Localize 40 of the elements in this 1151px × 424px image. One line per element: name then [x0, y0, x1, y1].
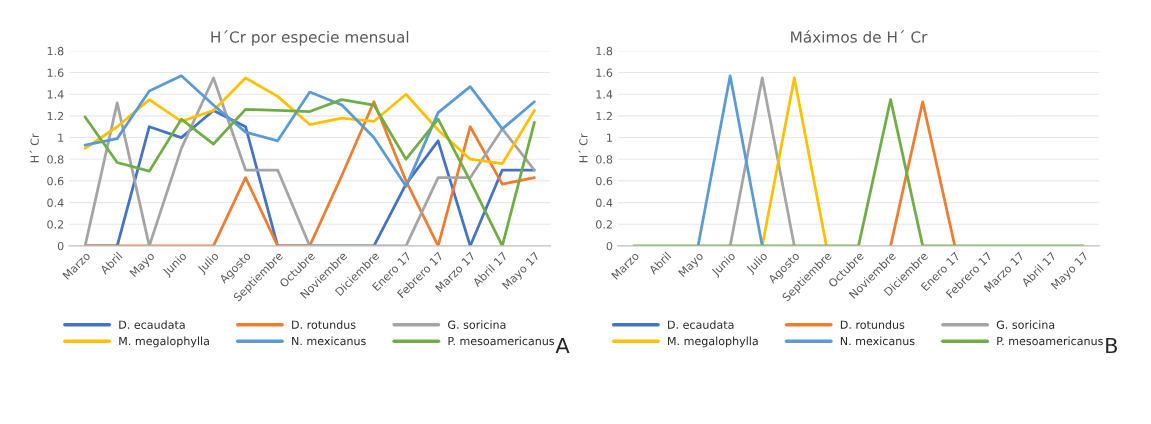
y-tick-label: 0.8: [47, 155, 64, 164]
y-tick-label: 0.4: [596, 198, 613, 207]
y-tick-label: 1.6: [47, 68, 64, 77]
legend-label: P. mesoamericanus: [997, 336, 1103, 346]
y-tick-label: 0.2: [47, 220, 64, 229]
y-axis-title: H´ Cr: [29, 133, 39, 163]
legend-label: N. mexicanus: [292, 336, 366, 346]
legend-label: G. soricina: [448, 320, 506, 329]
legend-label: N. mexicanus: [840, 336, 915, 346]
chart-title: Máximos de H´ Cr: [791, 30, 928, 43]
y-tick-label: 1.4: [47, 90, 64, 99]
y-tick-label: 1.2: [596, 111, 612, 121]
y-axis-title: H´ Cr: [578, 133, 588, 163]
y-tick-label: 1.4: [596, 90, 613, 99]
y-tick-label: 1.8: [596, 46, 613, 56]
legend-label: D. rotundus: [292, 320, 356, 329]
legend-label: D. ecaudata: [668, 320, 734, 329]
y-tick-label: 1: [607, 133, 612, 142]
y-tick-label: 0: [57, 241, 64, 251]
legend-label: D. ecaudata: [119, 320, 185, 329]
y-tick-label: 1.8: [47, 46, 64, 56]
line-series: [83, 74, 536, 188]
y-tick-label: 0: [606, 241, 613, 251]
y-tick-label: 1.2: [47, 111, 64, 121]
legend-label: G. soricina: [996, 320, 1055, 329]
y-tick-label: 1.6: [596, 68, 613, 77]
legend-label: M. megalophylla: [668, 336, 758, 348]
y-tick-label: 1: [58, 133, 64, 142]
text: A: [555, 337, 570, 354]
chart-title: H´Cr por especie mensual: [211, 30, 409, 46]
y-tick-label: 0.6: [596, 176, 613, 186]
text: B: [1106, 337, 1117, 354]
legend-label: P. mesoamericanus: [448, 336, 555, 346]
y-tick-label: 0.8: [596, 155, 613, 164]
legend-label: M. megalophylla: [119, 336, 209, 348]
line-series: [83, 76, 536, 165]
y-tick-label: 0.4: [47, 198, 64, 207]
y-tick-label: 0.2: [596, 220, 612, 229]
legend-label: D. rotundus: [840, 320, 905, 329]
y-tick-label: 0.6: [47, 176, 64, 186]
